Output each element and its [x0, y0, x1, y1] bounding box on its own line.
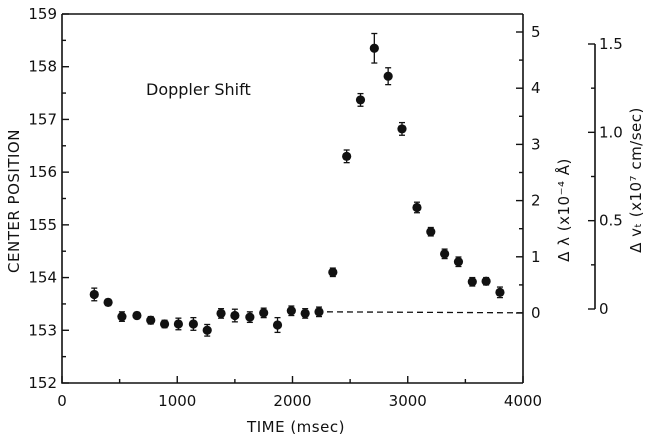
data-point — [117, 311, 127, 322]
data-point — [159, 319, 170, 329]
data-point — [397, 124, 407, 134]
y-tick-label: 152 — [28, 374, 57, 392]
y3-tick-label: 1.0 — [599, 123, 623, 141]
y3-tick-label: 1.5 — [599, 35, 623, 53]
y-tick-label: 159 — [28, 5, 57, 23]
data-point — [146, 315, 156, 325]
x-axis-label: TIME (msec) — [246, 418, 345, 436]
y-tick-label: 157 — [28, 110, 57, 128]
data-point — [103, 297, 113, 307]
chart-axes — [61, 13, 596, 384]
x-tick-label: 4000 — [504, 392, 542, 410]
y-tick-label: 158 — [28, 58, 57, 76]
y-tick-label: 153 — [28, 321, 57, 339]
data-point — [259, 308, 269, 318]
baseline-dashed-line — [327, 311, 524, 314]
data-point — [453, 257, 464, 267]
data-point — [495, 287, 505, 297]
data-point — [383, 71, 393, 81]
data-point — [300, 308, 310, 319]
y3-tick-label: 0.5 — [599, 212, 623, 230]
y2-tick-label: 1 — [531, 248, 541, 266]
data-point — [412, 202, 422, 213]
data-point — [467, 277, 477, 287]
baseline-layer — [327, 311, 524, 314]
y3-axis-label: Δ vₜ (x10⁷ cm/sec) — [627, 107, 645, 253]
data-point — [272, 320, 283, 330]
y-tick-label: 155 — [28, 216, 57, 234]
data-point — [89, 289, 99, 300]
data-point — [314, 307, 324, 317]
data-point — [188, 319, 198, 329]
x-tick-label: 1000 — [158, 392, 196, 410]
y-axis-label: CENTER POSITION — [5, 129, 23, 273]
y2-tick-label: 3 — [531, 135, 541, 153]
y-tick-label: 156 — [28, 163, 57, 181]
data-point — [355, 95, 366, 105]
y2-tick-label: 4 — [531, 79, 541, 97]
data-point — [132, 310, 142, 321]
y2-axis-label: Δ λ (x10⁻⁴ Å) — [554, 158, 573, 262]
data-point — [230, 310, 240, 321]
y3-tick-label: 0 — [599, 300, 609, 318]
y-tick-label: 154 — [28, 269, 57, 287]
data-point — [216, 308, 226, 319]
data-points — [89, 32, 505, 337]
data-point — [426, 227, 436, 237]
data-point — [202, 325, 212, 335]
data-point — [173, 319, 184, 329]
chart-annotation: Doppler Shift — [146, 80, 251, 99]
data-point — [286, 306, 296, 316]
x-tick-label: 2000 — [273, 392, 311, 410]
y2-tick-label: 5 — [531, 23, 541, 41]
chart-ticks: 0 1000 2000 3000 400015215315415515615715815… — [28, 5, 623, 410]
y2-tick-label: 0 — [531, 304, 541, 322]
data-point — [328, 267, 338, 277]
main-axis-frame — [61, 14, 523, 384]
data-point — [369, 43, 379, 53]
data-point — [481, 276, 491, 286]
data-point — [245, 312, 255, 322]
x-tick-label: 0 — [57, 392, 67, 410]
y2-tick-label: 2 — [531, 192, 541, 210]
data-point — [342, 151, 352, 161]
data-point — [440, 249, 450, 259]
x-tick-label: 3000 — [389, 392, 427, 410]
